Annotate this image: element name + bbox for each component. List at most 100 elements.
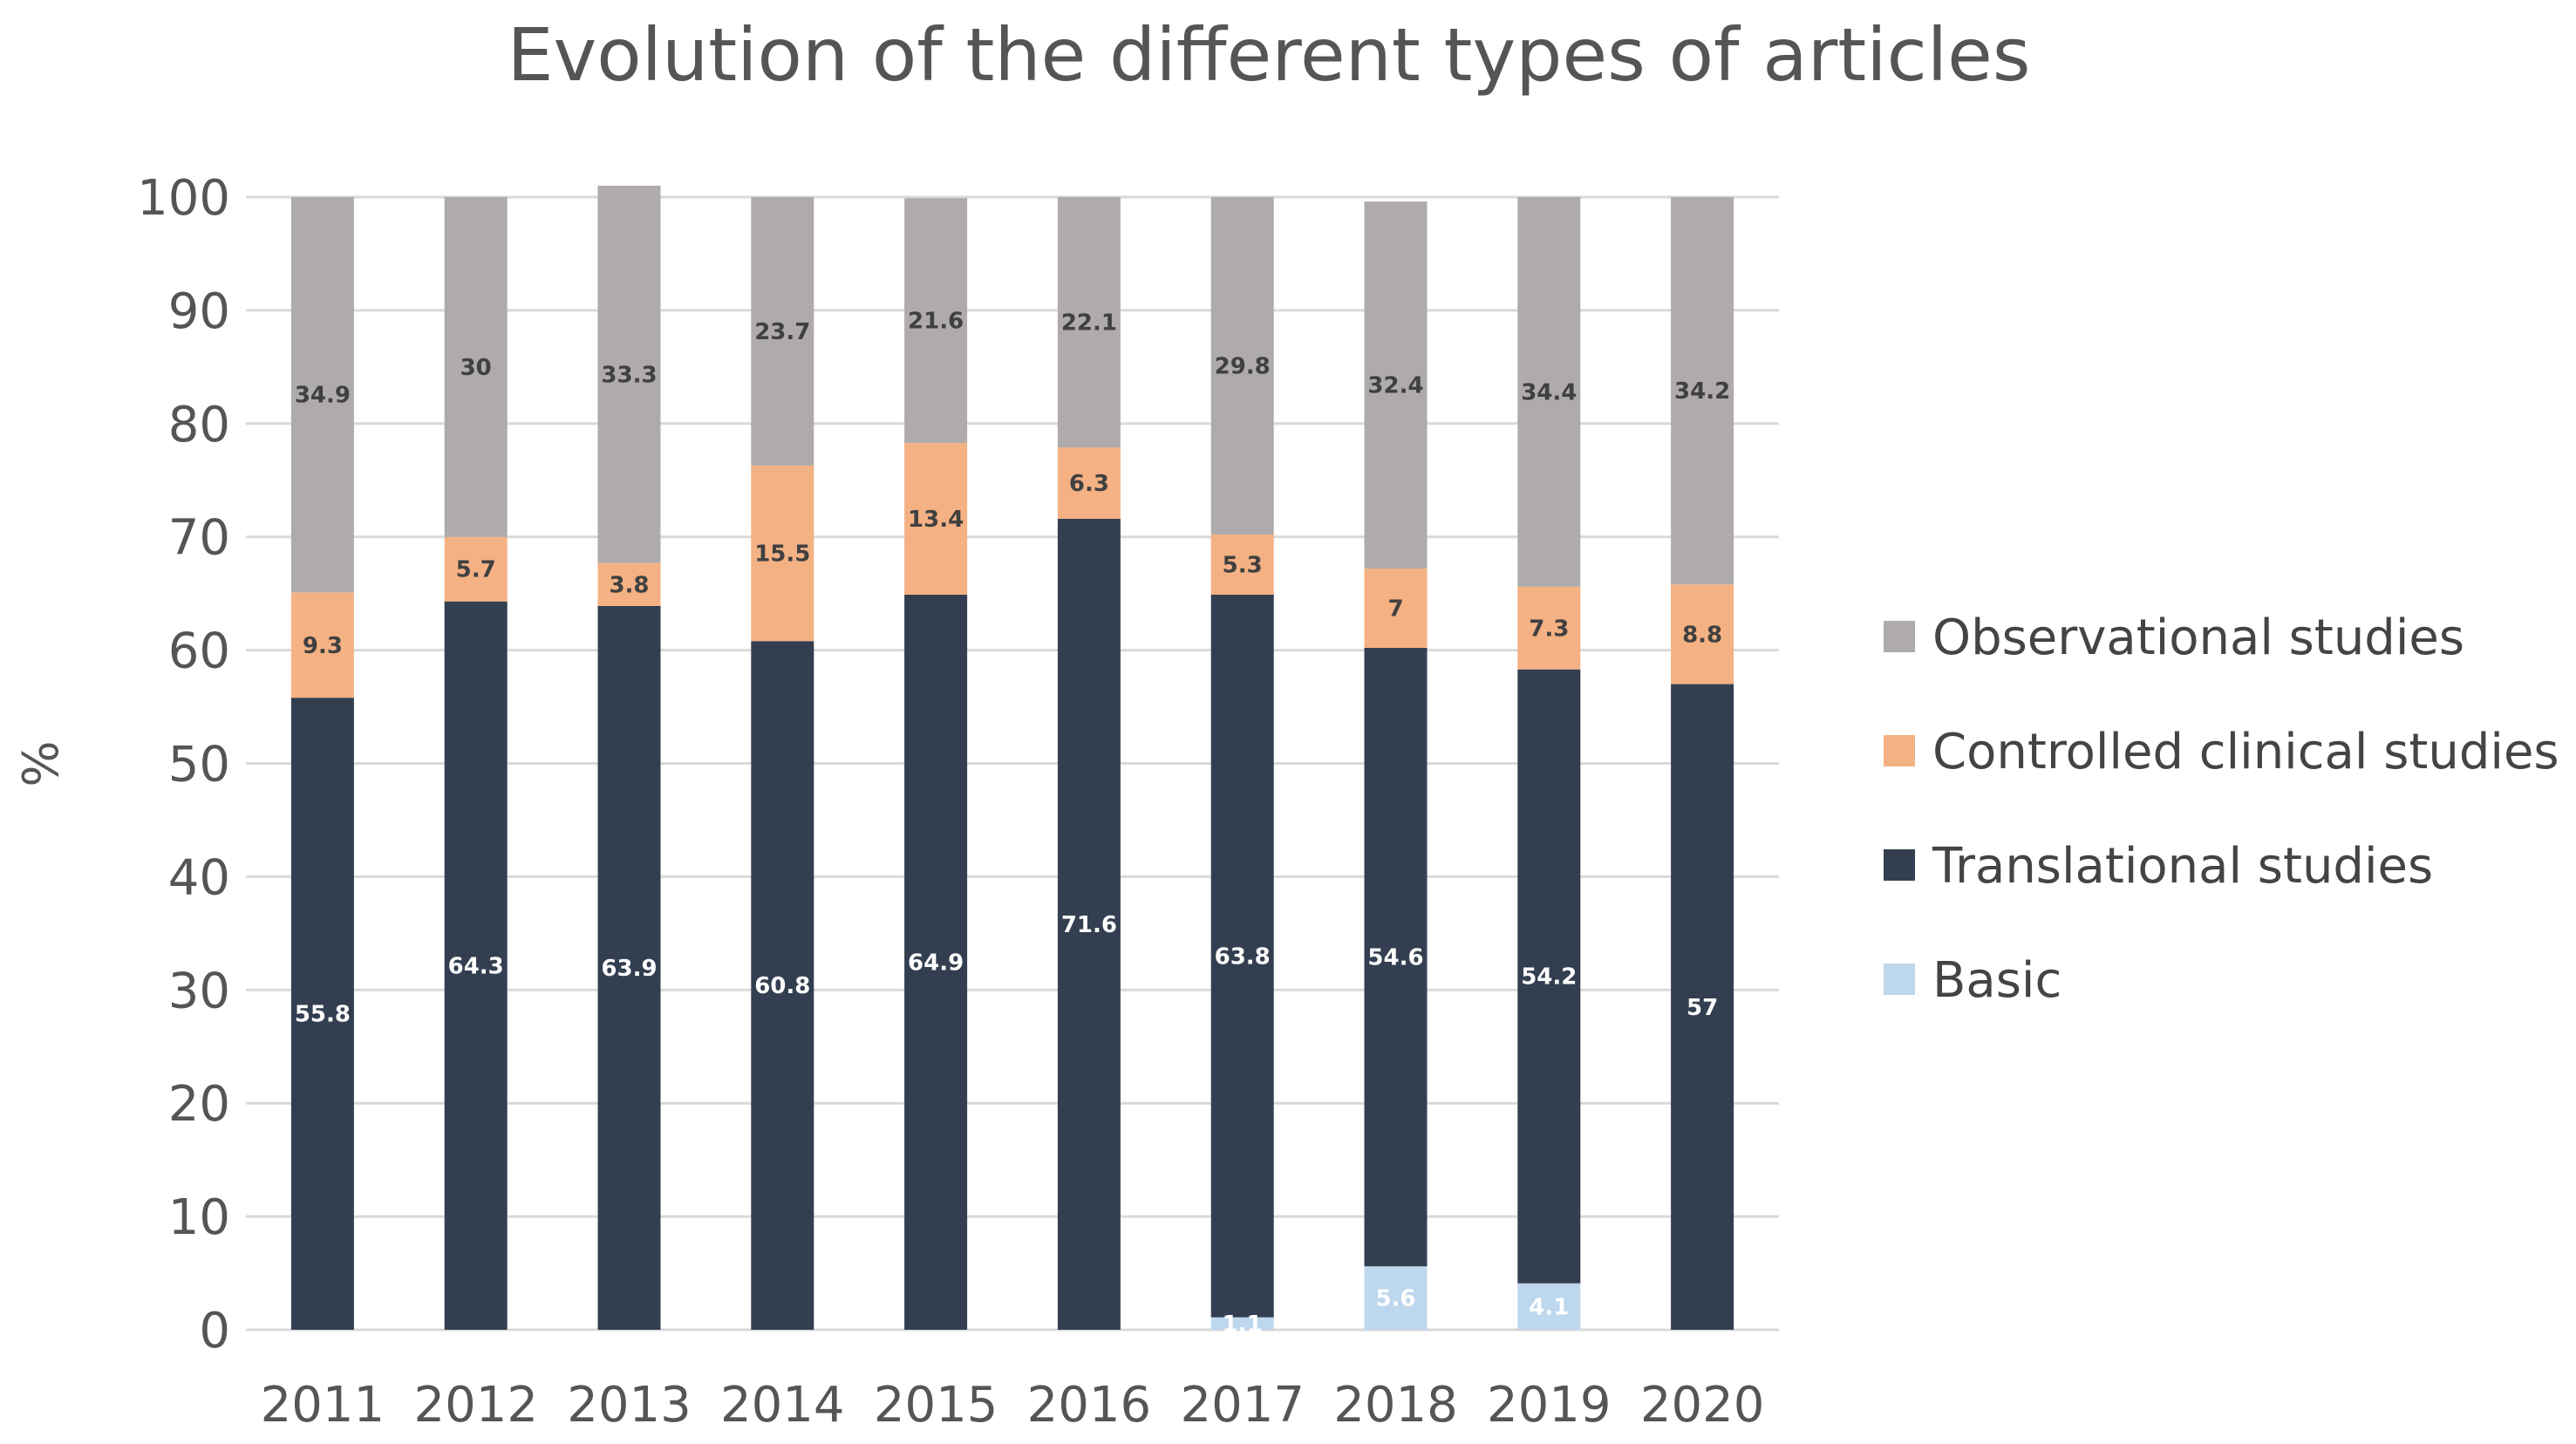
y-tick-label: 50 [168,737,230,794]
bar-segment [1210,535,1274,595]
data-label: 29.8 [1215,354,1271,380]
bar-segment [444,601,508,1330]
x-tick-label: 2014 [720,1377,845,1434]
bar-segment [444,536,508,602]
bar-segment [444,197,508,537]
bars [290,186,1734,1330]
legend-label: Observational studies [1932,610,2464,666]
bar-segment [597,562,661,606]
data-label: 32.4 [1367,373,1423,399]
bar-segment [290,197,354,593]
y-axis-label: % [13,740,70,787]
data-label: 4.1 [1529,1294,1569,1320]
x-tick-label: 2018 [1333,1377,1458,1434]
y-axis-ticks: 0 10 20 30 40 50 60 70 80 90 100 [137,170,230,1359]
bar-segment [597,605,661,1330]
bar-segment [1364,569,1428,649]
y-tick-label: 20 [168,1076,230,1133]
legend-swatch [1884,849,1915,881]
data-label: 34.9 [295,383,351,409]
data-label: 5.6 [1375,1286,1415,1312]
data-label: 64.9 [908,950,964,976]
bar-segment [751,197,814,466]
bar-segment [904,442,968,595]
bar-segment [1210,1317,1274,1330]
y-tick-label: 0 [199,1303,230,1359]
bar-segment [1057,518,1121,1330]
x-tick-label: 2013 [567,1377,692,1434]
x-tick-label: 2015 [874,1377,998,1434]
legend-swatch [1884,621,1915,652]
data-label: 22.1 [1061,310,1117,337]
y-tick-label: 90 [168,283,230,340]
bar-segment [904,594,968,1330]
chart-title: Evolution of the different types of arti… [507,12,2030,98]
data-label: 7.3 [1529,616,1569,642]
y-tick-label: 70 [168,510,230,567]
data-label: 63.8 [1215,943,1271,970]
bar-segment [1364,648,1428,1267]
data-label: 9.3 [303,633,343,659]
y-tick-label: 40 [168,849,230,906]
y-tick-label: 100 [137,170,230,227]
data-label: 13.4 [908,507,964,533]
data-label: 3.8 [609,572,649,598]
x-tick-label: 2017 [1180,1377,1305,1434]
data-label: 60.8 [754,973,810,999]
y-tick-label: 30 [168,963,230,1019]
data-label: 54.2 [1521,964,1577,991]
y-tick-label: 10 [168,1189,230,1246]
data-label: 64.3 [448,953,504,979]
data-label: 34.2 [1674,378,1730,405]
legend-label: Controlled clinical studies [1932,724,2559,780]
data-label: 5.7 [456,557,496,583]
y-tick-label: 80 [168,397,230,453]
bar-segment [751,641,814,1330]
data-label: 15.5 [754,542,810,568]
x-tick-label: 2012 [413,1377,538,1434]
bar-segment [1517,1283,1581,1330]
bar-segment [290,698,354,1330]
legend: Observational studies Controlled clinical… [1884,610,2559,1009]
x-tick-label: 2016 [1027,1377,1152,1434]
bar-segment [1671,197,1734,585]
bar-segment [1364,1266,1428,1330]
x-axis-ticks: 2011 2012 2013 2014 2015 2016 2017 2018 2019 2020 [261,1377,1765,1434]
data-label: 23.7 [754,319,810,345]
data-label: 57 [1687,995,1718,1021]
data-label: 1.1 [1223,1311,1263,1338]
bar-segment [1057,447,1121,519]
x-tick-label: 2011 [261,1377,385,1434]
bar-segment [1517,197,1581,587]
data-label: 8.8 [1682,622,1722,648]
data-label: 5.3 [1223,553,1263,579]
data-label: 30 [460,355,492,381]
y-tick-label: 60 [168,623,230,680]
data-label: 6.3 [1069,471,1109,497]
data-label: 33.3 [601,362,657,388]
legend-swatch [1884,735,1915,766]
legend-label: Translational studies [1932,838,2433,895]
legend-swatch [1884,964,1915,995]
data-label: 71.6 [1061,912,1117,938]
bar-segment [1210,594,1274,1318]
bar-segment [597,186,661,563]
bar-segment [1671,684,1734,1330]
bar-segment [290,592,354,698]
data-label: 34.4 [1521,379,1577,405]
bar-segment [1517,586,1581,670]
data-label: 7 [1387,596,1403,623]
x-tick-label: 2019 [1487,1377,1612,1434]
bar-segment [1210,197,1274,535]
bar-segment [1517,669,1581,1284]
data-label: 54.6 [1367,945,1423,971]
bar-segment [1057,197,1121,448]
bar-segment [751,465,814,642]
data-label: 63.9 [601,956,657,982]
bar-segment [1364,201,1428,569]
data-label: 55.8 [295,1002,351,1028]
x-tick-label: 2020 [1640,1377,1765,1434]
data-labels: 55.8 9.3 34.9 64.3 5.7 30 63.9 3.8 33.3 60.8 15.5 2… [295,309,1730,1338]
bar-segment [904,198,968,443]
